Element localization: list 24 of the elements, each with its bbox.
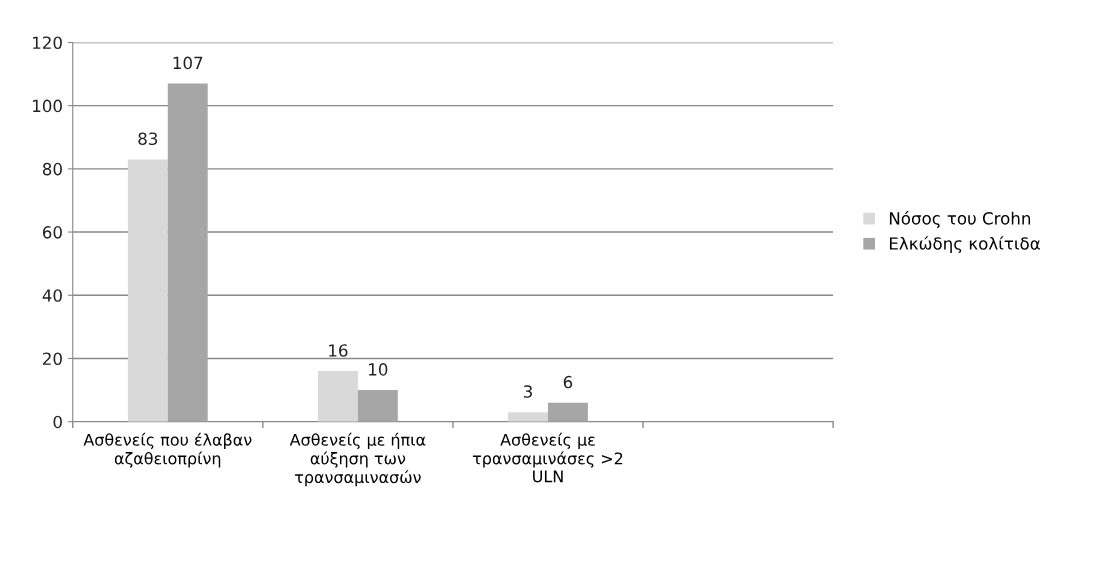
y-tick-label: 40 (42, 289, 62, 302)
data-label: 3 (523, 385, 532, 398)
data-label: 107 (173, 56, 203, 70)
bar (317, 371, 358, 422)
bar (357, 390, 398, 422)
x-tick-label: Ασθενείς που έλαβαν αζαθειοπρίνη (83, 432, 252, 468)
y-tick-label: 60 (42, 226, 62, 239)
y-tick-label: 120 (33, 36, 62, 50)
bar (167, 83, 208, 422)
y-tick-label: 0 (53, 415, 62, 429)
y-tick-label: 100 (33, 99, 62, 113)
bar (127, 159, 168, 422)
y-tick-label: 20 (43, 352, 62, 366)
data-label: 10 (369, 363, 388, 376)
data-label: 6 (563, 375, 573, 389)
bar (547, 402, 588, 422)
bar (508, 412, 548, 422)
data-label: 83 (138, 132, 158, 146)
legend-label: Νόσος του Crohn (889, 211, 1031, 228)
data-label: 16 (329, 344, 348, 357)
x-tick-label: Ασθενείς με ήπια αύξηση των τρανσαμινασών (289, 432, 426, 487)
y-tick-label: 80 (42, 162, 62, 176)
x-tick-label: Ασθενείς με τρανσαμινάσες >2 ULN (472, 432, 623, 483)
legend-label: Ελκώδης κολίτιδα (889, 236, 1040, 254)
